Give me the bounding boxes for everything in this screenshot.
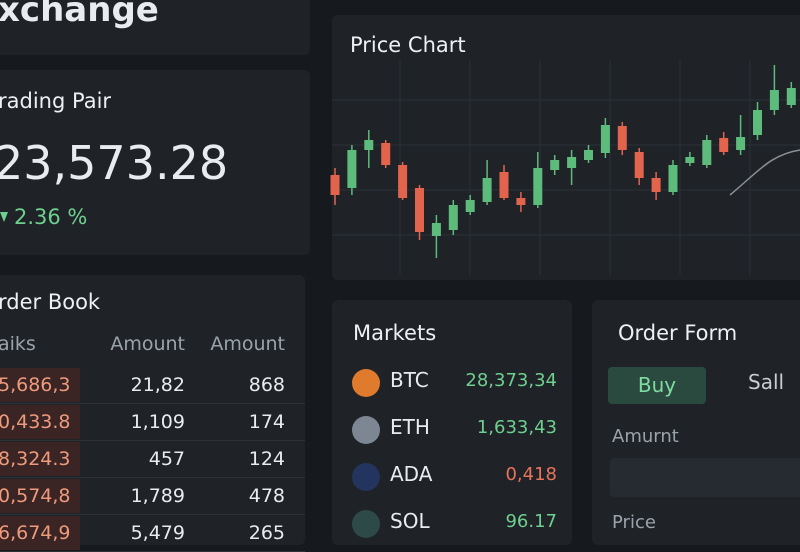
- amount-input[interactable]: [610, 458, 800, 497]
- ask-price: 0,574,8: [0, 485, 71, 507]
- coin-symbol[interactable]: BTC: [390, 368, 429, 392]
- ask-price: 0,433.8: [0, 411, 71, 433]
- candle-body: [769, 90, 779, 110]
- candle-body: [431, 223, 441, 236]
- coin-price: 0,418: [505, 464, 557, 485]
- row-divider: [0, 477, 305, 478]
- candle-body: [736, 137, 746, 150]
- ask-bg: [0, 479, 80, 513]
- candle-body: [381, 143, 391, 165]
- amount-label: Amurnt: [612, 426, 679, 447]
- row-divider: [0, 440, 305, 441]
- column-header: Amount: [110, 333, 185, 355]
- markets-title: Markets: [353, 321, 437, 345]
- pair-change: 2.36 %: [14, 205, 88, 229]
- candle-body: [364, 140, 374, 150]
- candle-body: [448, 205, 458, 230]
- order-form-panel: [592, 300, 800, 545]
- row-divider: [0, 514, 305, 515]
- candle-body: [499, 172, 509, 198]
- candle-body: [398, 165, 408, 198]
- pair-price: 23,573.28: [0, 136, 229, 190]
- candle-body: [465, 200, 475, 212]
- ask-amount: 1,789: [130, 485, 185, 507]
- chart-title: Price Chart: [350, 33, 466, 57]
- price-chart: [330, 60, 800, 275]
- coin-price: 1,633,43: [476, 417, 557, 438]
- candle-body: [668, 165, 678, 192]
- candle-body: [584, 150, 593, 160]
- ask-amount: 21,82: [130, 374, 185, 396]
- order-form-title: Order Form: [618, 321, 738, 345]
- ask-bg: [0, 368, 80, 402]
- candle-body: [786, 88, 796, 105]
- candle-body: [617, 126, 627, 150]
- ask-amount: 124: [248, 448, 285, 470]
- coin-icon: [352, 369, 380, 397]
- ask-price: 6,674,9: [0, 522, 71, 544]
- candle-body: [533, 168, 543, 205]
- candle-body: [702, 140, 712, 165]
- ask-bg: [0, 405, 80, 439]
- pair-panel: [0, 70, 310, 255]
- candle-body: [719, 138, 729, 152]
- buy-button[interactable]: Buy: [608, 367, 706, 404]
- ask-amount: 868: [248, 374, 285, 396]
- candle-body: [516, 198, 526, 205]
- pair-label: rading Pair: [0, 89, 112, 113]
- coin-icon: [352, 463, 380, 491]
- candle-body: [550, 160, 560, 170]
- coin-price: 28,373,34: [465, 370, 557, 391]
- coin-icon: [352, 416, 380, 444]
- coin-symbol[interactable]: ADA: [390, 462, 433, 486]
- ask-amount: 478: [248, 485, 285, 507]
- candle-body: [685, 157, 695, 163]
- ask-amount: 174: [248, 411, 285, 433]
- ask-amount: 265: [248, 522, 285, 544]
- sell-button[interactable]: Sall: [748, 370, 785, 394]
- ask-price: 5,686,3: [0, 374, 71, 396]
- coin-symbol[interactable]: SOL: [390, 509, 430, 533]
- candle-body: [567, 157, 577, 168]
- ask-amount: 457: [148, 448, 185, 470]
- ask-bg: [0, 442, 80, 476]
- candle-body: [347, 150, 357, 188]
- app-title: xchange: [0, 0, 159, 30]
- candle-body: [415, 188, 424, 232]
- row-divider: [0, 403, 305, 404]
- change-arrow: [0, 212, 8, 222]
- ask-price: 8,324.3: [0, 448, 71, 470]
- header-panel: [0, 0, 310, 55]
- ask-amount: 5,479: [130, 522, 185, 544]
- ask-amount: 1,109: [130, 411, 185, 433]
- column-header: aiks: [0, 333, 36, 355]
- coin-symbol[interactable]: ETH: [390, 415, 430, 439]
- candle-body: [753, 110, 762, 135]
- order-book-title: rder Book: [0, 290, 101, 314]
- column-header: Amount: [210, 333, 285, 355]
- candle-body: [600, 125, 610, 153]
- coin-price: 96.17: [505, 511, 557, 532]
- price-label: Price: [612, 512, 656, 533]
- trend-line: [729, 149, 800, 196]
- candle-body: [651, 178, 661, 192]
- candle-body: [330, 175, 340, 195]
- candle-body: [634, 152, 644, 178]
- coin-icon: [352, 510, 380, 538]
- candle-body: [482, 178, 492, 202]
